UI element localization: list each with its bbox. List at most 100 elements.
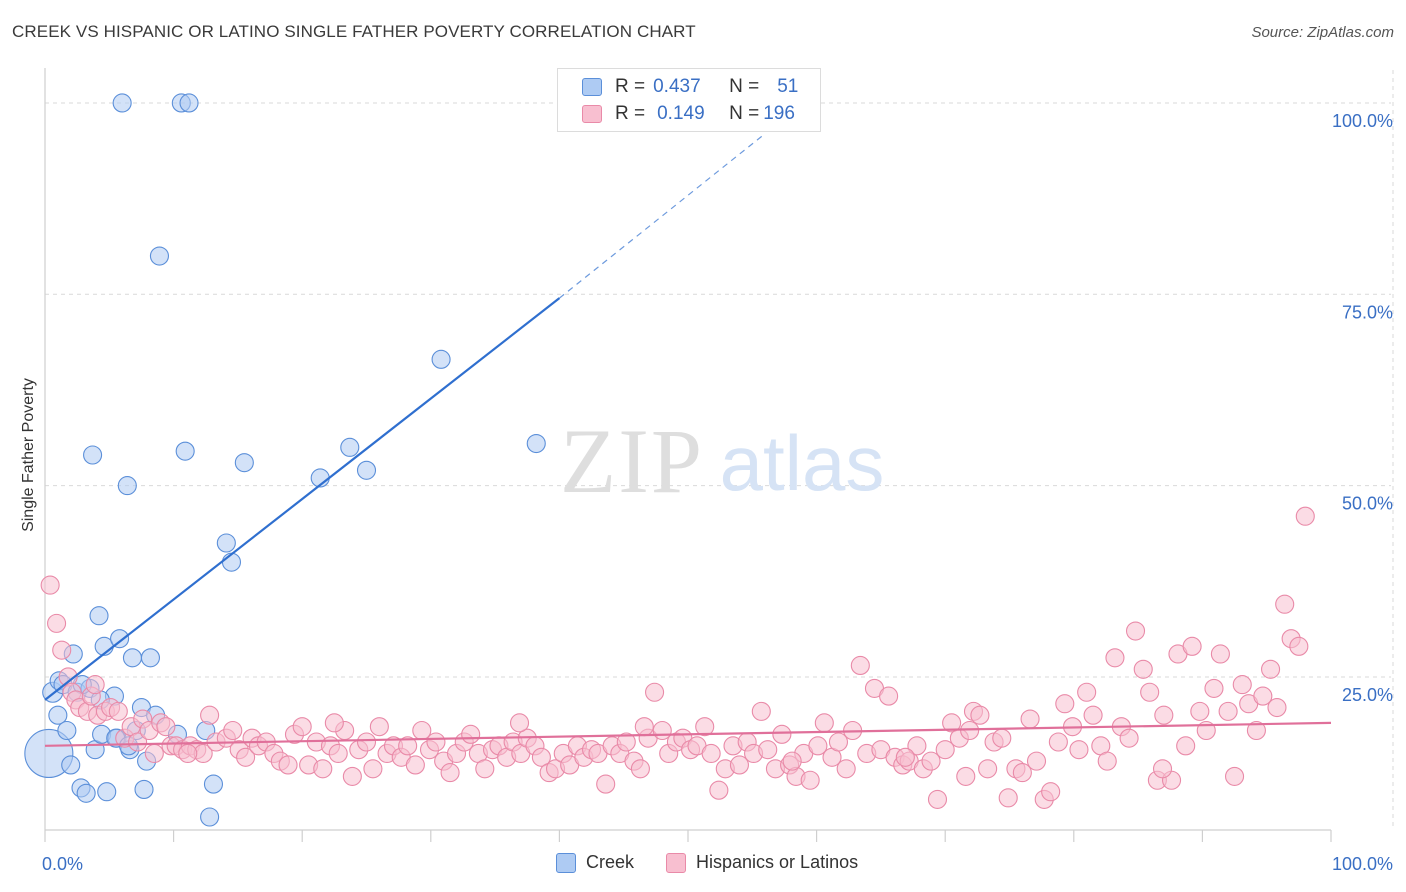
x-tick-label: 100.0% — [1332, 854, 1393, 874]
hispanic-point — [1246, 720, 1266, 741]
hispanic-point — [992, 728, 1012, 748]
hispanic-point — [178, 743, 198, 764]
creek-point — [57, 720, 77, 741]
y-tick-label: 50.0% — [1342, 494, 1393, 514]
hispanic-point — [1295, 506, 1315, 526]
creek-point — [24, 728, 74, 779]
hispanic-point — [369, 717, 389, 737]
hispanic-point — [531, 747, 551, 767]
creek-point — [48, 705, 68, 725]
chart-title: CREEK VS HISPANIC OR LATINO SINGLE FATHE… — [12, 22, 696, 41]
creek-point — [221, 552, 242, 572]
hispanic-point — [709, 780, 729, 800]
hispanic-point — [1125, 621, 1146, 641]
hispanic-point — [328, 743, 348, 764]
legend-r-label: R = — [615, 76, 646, 97]
hispanic-point — [1182, 636, 1202, 656]
creek-point — [117, 476, 137, 496]
hispanic-point — [814, 713, 834, 733]
hispanic-point — [1083, 705, 1103, 725]
trend-layer — [44, 133, 1332, 747]
hispanic-point — [405, 755, 425, 775]
creek-point — [76, 783, 96, 803]
hispanic-point — [324, 713, 344, 733]
hispanic-point — [440, 763, 460, 783]
hispanic-point — [1026, 751, 1047, 771]
creek-point — [110, 629, 130, 649]
creek-trend-extension — [559, 133, 766, 299]
hispanic-point — [236, 747, 256, 767]
legend-n-label: N = — [729, 76, 760, 97]
hispanic-point — [836, 759, 856, 779]
creek-point — [122, 648, 142, 668]
hispanic-point — [772, 724, 792, 744]
hispanic-point — [751, 701, 771, 721]
creek-point — [83, 445, 103, 465]
hispanic-point — [1289, 636, 1309, 656]
creek-point — [61, 755, 81, 775]
y-tick-label: 75.0% — [1342, 302, 1393, 322]
x-tick-label: 0.0% — [42, 854, 83, 874]
hispanic-point — [108, 701, 128, 721]
hispanic-point — [1020, 709, 1040, 729]
watermark-atlas: atlas — [720, 419, 885, 507]
hispanic-point — [701, 743, 721, 764]
hispanic-point — [1204, 678, 1224, 698]
hispanic-point — [921, 751, 941, 771]
hispanic-point — [1097, 751, 1117, 771]
hispanic-point — [998, 788, 1018, 808]
creek-point — [216, 533, 236, 553]
creek-point — [112, 93, 132, 113]
hispanic-point — [978, 759, 998, 779]
hispanic-point — [935, 740, 955, 760]
creek-trend-line — [44, 297, 561, 701]
hispanic-point — [634, 717, 654, 737]
legend-row-hispanic: R = 0.149 N = 196 — [582, 102, 795, 126]
legend-swatch-hispanic — [582, 105, 602, 123]
hispanic-point — [782, 751, 802, 771]
legend-n-value: 196 — [763, 103, 795, 124]
hispanic-point — [85, 675, 105, 695]
creek-point — [97, 782, 117, 802]
hispanic-point — [292, 717, 312, 737]
hispanic-point — [895, 747, 915, 767]
hispanic-point — [342, 766, 362, 786]
hispanic-point — [1267, 698, 1287, 718]
hispanic-point — [47, 613, 67, 633]
hispanic-point — [1140, 682, 1160, 702]
hispanic-point — [970, 705, 990, 725]
hispanic-point — [52, 640, 72, 660]
legend-swatch-creek — [582, 78, 602, 96]
hispanic-point — [128, 732, 148, 752]
creek-point — [175, 441, 195, 461]
hispanic-point — [144, 743, 164, 764]
hispanic-point — [1225, 766, 1245, 786]
y-tick-label: 25.0% — [1342, 685, 1393, 705]
legend-r-value: 0.437 — [653, 76, 701, 97]
hispanic-point — [363, 759, 383, 779]
hispanic-point — [1232, 675, 1252, 695]
hispanic-point — [1055, 694, 1075, 714]
hispanic-point — [828, 732, 849, 752]
hispanic-point — [200, 705, 220, 725]
hispanic-point — [1048, 732, 1068, 752]
bottom-legend-swatch-creek — [556, 852, 576, 873]
creek-point — [203, 774, 224, 794]
bottom-legend-creek: Creek — [556, 852, 634, 873]
creek-point — [179, 93, 199, 113]
hispanic-point — [1041, 782, 1061, 802]
hispanic-point — [1069, 740, 1089, 760]
hispanic-point — [1105, 648, 1125, 668]
watermark: ZIP atlas — [560, 410, 884, 512]
hispanic-point — [156, 717, 176, 737]
hispanic-point — [630, 759, 650, 779]
legend-n-label: N = — [729, 103, 760, 124]
legend-r-value: 0.149 — [657, 103, 705, 124]
bottom-legend-swatch-hispanic — [666, 852, 687, 873]
creek-point — [200, 807, 220, 827]
creek-point — [340, 437, 360, 457]
hispanic-point — [461, 724, 481, 744]
hispanic-point — [223, 720, 243, 741]
grid-layer — [45, 70, 1394, 830]
chart-source: Source: ZipAtlas.com — [1251, 24, 1394, 41]
